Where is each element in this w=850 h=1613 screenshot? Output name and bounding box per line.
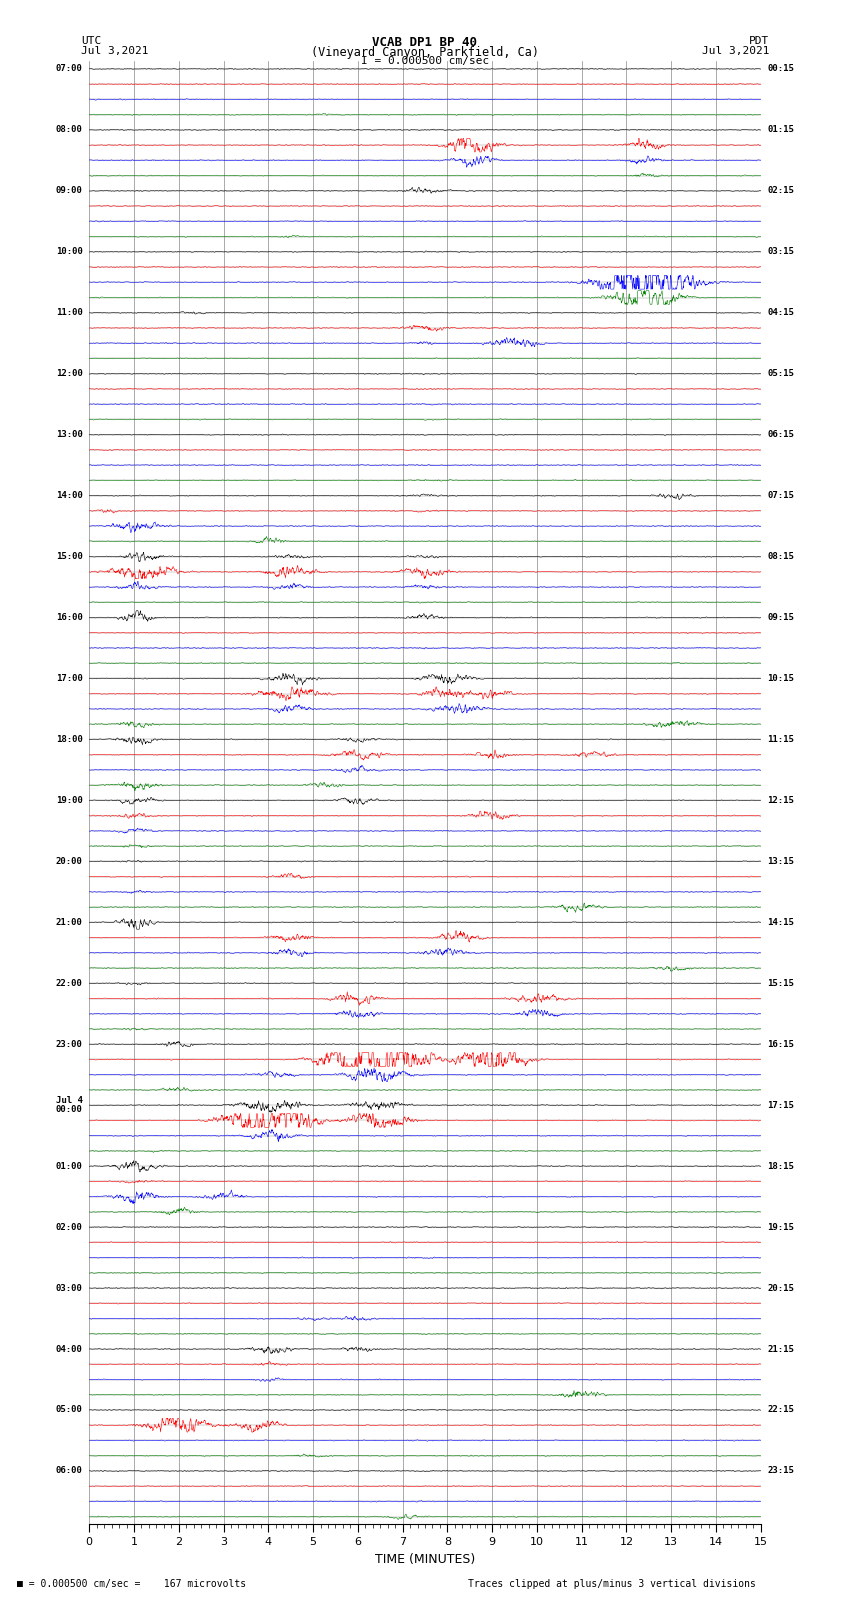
Text: 07:00: 07:00: [55, 65, 82, 74]
Text: 05:15: 05:15: [768, 369, 795, 377]
X-axis label: TIME (MINUTES): TIME (MINUTES): [375, 1553, 475, 1566]
Text: 06:00: 06:00: [55, 1466, 82, 1476]
Text: 16:15: 16:15: [768, 1040, 795, 1048]
Text: 15:15: 15:15: [768, 979, 795, 987]
Text: 17:00: 17:00: [55, 674, 82, 682]
Text: Traces clipped at plus/minus 3 vertical divisions: Traces clipped at plus/minus 3 vertical …: [468, 1579, 756, 1589]
Text: 07:15: 07:15: [768, 490, 795, 500]
Text: 01:00: 01:00: [55, 1161, 82, 1171]
Text: 02:00: 02:00: [55, 1223, 82, 1232]
Text: Jul 3,2021: Jul 3,2021: [81, 45, 148, 56]
Text: 09:15: 09:15: [768, 613, 795, 623]
Text: I = 0.000500 cm/sec: I = 0.000500 cm/sec: [361, 56, 489, 66]
Text: 12:00: 12:00: [55, 369, 82, 377]
Text: 04:00: 04:00: [55, 1345, 82, 1353]
Text: UTC: UTC: [81, 37, 101, 47]
Text: 15:00: 15:00: [55, 552, 82, 561]
Text: 04:15: 04:15: [768, 308, 795, 318]
Text: 10:00: 10:00: [55, 247, 82, 256]
Text: (Vineyard Canyon, Parkfield, Ca): (Vineyard Canyon, Parkfield, Ca): [311, 45, 539, 60]
Text: 00:15: 00:15: [768, 65, 795, 74]
Text: 14:00: 14:00: [55, 490, 82, 500]
Text: 19:00: 19:00: [55, 795, 82, 805]
Text: VCAB DP1 BP 40: VCAB DP1 BP 40: [372, 37, 478, 50]
Text: 13:00: 13:00: [55, 431, 82, 439]
Text: 20:15: 20:15: [768, 1284, 795, 1292]
Text: 08:00: 08:00: [55, 126, 82, 134]
Text: 03:00: 03:00: [55, 1284, 82, 1292]
Text: Jul 3,2021: Jul 3,2021: [702, 45, 769, 56]
Text: 18:00: 18:00: [55, 736, 82, 744]
Text: 17:15: 17:15: [768, 1100, 795, 1110]
Text: Jul 4: Jul 4: [55, 1097, 82, 1105]
Text: 18:15: 18:15: [768, 1161, 795, 1171]
Text: 19:15: 19:15: [768, 1223, 795, 1232]
Text: 00:00: 00:00: [55, 1105, 82, 1115]
Text: 01:15: 01:15: [768, 126, 795, 134]
Text: 16:00: 16:00: [55, 613, 82, 623]
Text: 09:00: 09:00: [55, 187, 82, 195]
Text: 03:15: 03:15: [768, 247, 795, 256]
Text: 14:15: 14:15: [768, 918, 795, 927]
Text: 02:15: 02:15: [768, 187, 795, 195]
Text: 22:15: 22:15: [768, 1405, 795, 1415]
Text: 08:15: 08:15: [768, 552, 795, 561]
Text: 21:00: 21:00: [55, 918, 82, 927]
Text: 13:15: 13:15: [768, 857, 795, 866]
Text: 06:15: 06:15: [768, 431, 795, 439]
Text: 11:00: 11:00: [55, 308, 82, 318]
Text: 12:15: 12:15: [768, 795, 795, 805]
Text: 23:00: 23:00: [55, 1040, 82, 1048]
Text: ■ = 0.000500 cm/sec =    167 microvolts: ■ = 0.000500 cm/sec = 167 microvolts: [17, 1579, 246, 1589]
Text: 10:15: 10:15: [768, 674, 795, 682]
Text: 21:15: 21:15: [768, 1345, 795, 1353]
Text: 22:00: 22:00: [55, 979, 82, 987]
Text: 05:00: 05:00: [55, 1405, 82, 1415]
Text: 11:15: 11:15: [768, 736, 795, 744]
Text: PDT: PDT: [749, 37, 769, 47]
Text: 20:00: 20:00: [55, 857, 82, 866]
Text: 23:15: 23:15: [768, 1466, 795, 1476]
